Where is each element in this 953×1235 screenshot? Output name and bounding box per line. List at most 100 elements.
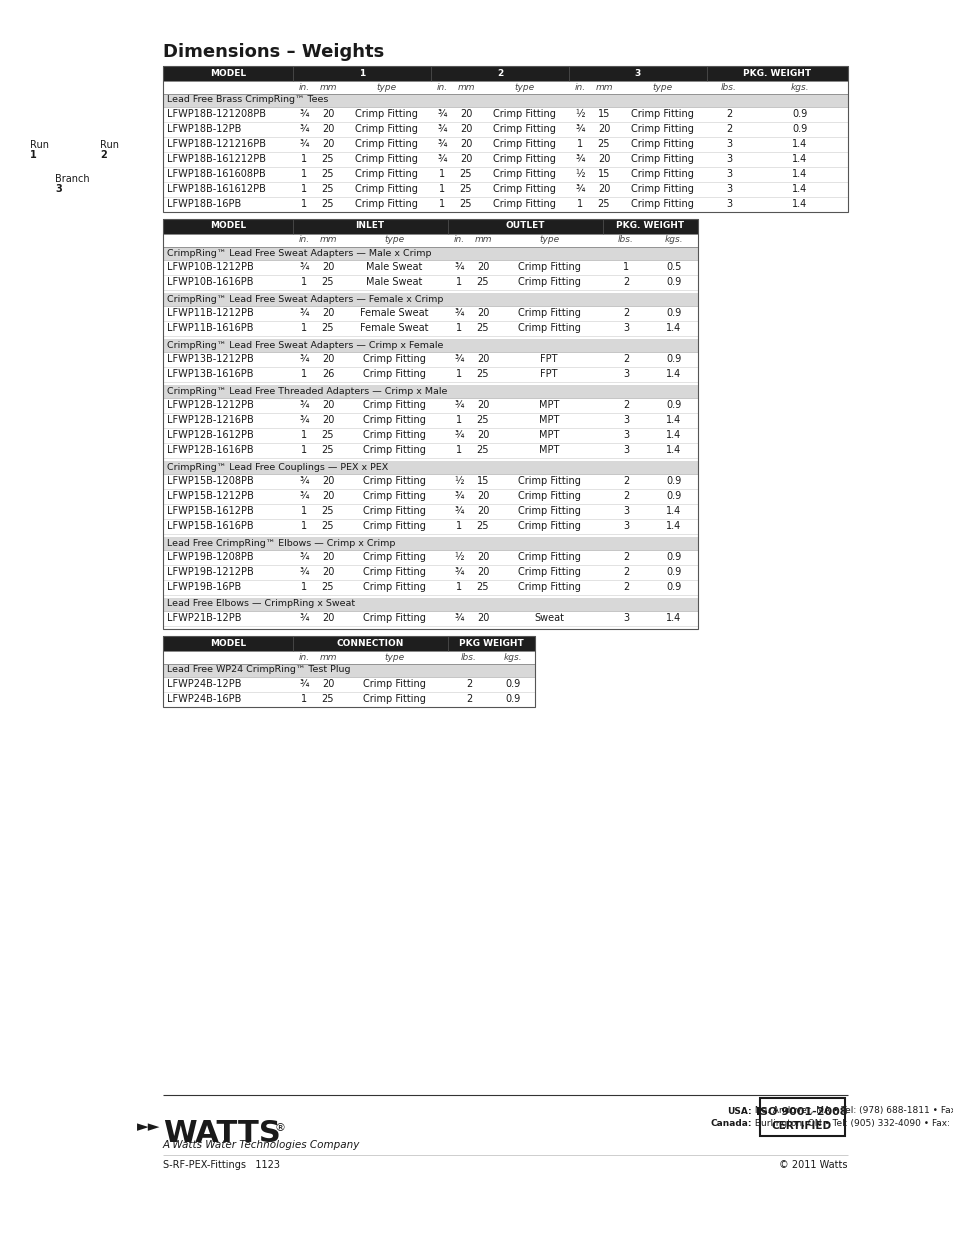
Text: ¾: ¾ bbox=[436, 154, 446, 164]
Text: LFWP12B-1612PB: LFWP12B-1612PB bbox=[167, 430, 253, 440]
Text: ¾: ¾ bbox=[299, 124, 309, 135]
Text: 1: 1 bbox=[456, 582, 461, 592]
Text: 3: 3 bbox=[55, 184, 62, 194]
Text: ½: ½ bbox=[454, 475, 463, 487]
Text: 20: 20 bbox=[476, 354, 489, 364]
Text: 0.9: 0.9 bbox=[666, 567, 680, 577]
Text: Branch: Branch bbox=[55, 174, 90, 184]
Text: 2: 2 bbox=[622, 492, 628, 501]
Text: CrimpRing™ Lead Free Couplings — PEX x PEX: CrimpRing™ Lead Free Couplings — PEX x P… bbox=[167, 462, 388, 472]
Text: CrimpRing™ Lead Free Threaded Adapters — Crimp x Male: CrimpRing™ Lead Free Threaded Adapters —… bbox=[167, 387, 447, 395]
Text: 1.4: 1.4 bbox=[666, 430, 680, 440]
Bar bbox=[163, 461, 698, 474]
Text: Crimp Fitting: Crimp Fitting bbox=[362, 567, 425, 577]
Text: 1: 1 bbox=[456, 369, 461, 379]
Text: LFWP15B-1612PB: LFWP15B-1612PB bbox=[167, 506, 253, 516]
Text: 1: 1 bbox=[300, 199, 307, 209]
Text: mm: mm bbox=[474, 236, 491, 245]
Text: 3: 3 bbox=[622, 613, 628, 622]
Text: 25: 25 bbox=[459, 199, 472, 209]
Text: ¾: ¾ bbox=[299, 354, 309, 364]
Text: ¾: ¾ bbox=[299, 679, 309, 689]
Text: Crimp Fitting: Crimp Fitting bbox=[492, 154, 555, 164]
Text: 20: 20 bbox=[321, 109, 334, 119]
Text: 2: 2 bbox=[622, 354, 628, 364]
Text: mm: mm bbox=[456, 83, 475, 91]
Text: 20: 20 bbox=[476, 567, 489, 577]
Text: LFWP12B-1216PB: LFWP12B-1216PB bbox=[167, 415, 253, 425]
Text: ½: ½ bbox=[454, 552, 463, 562]
Text: 1: 1 bbox=[300, 369, 307, 379]
Text: ½: ½ bbox=[575, 109, 584, 119]
Text: Crimp Fitting: Crimp Fitting bbox=[355, 140, 417, 149]
Text: Dimensions – Weights: Dimensions – Weights bbox=[163, 43, 384, 61]
Text: PKG. WEIGHT: PKG. WEIGHT bbox=[616, 221, 683, 231]
Text: ¾: ¾ bbox=[299, 415, 309, 425]
Text: 1: 1 bbox=[300, 324, 307, 333]
Bar bbox=[163, 167, 847, 182]
Bar bbox=[163, 664, 535, 677]
Text: LFWP18B-12PB: LFWP18B-12PB bbox=[167, 124, 241, 135]
Text: 1.4: 1.4 bbox=[666, 445, 680, 454]
Bar bbox=[163, 580, 698, 595]
Text: 0.9: 0.9 bbox=[666, 582, 680, 592]
Bar bbox=[163, 398, 698, 412]
Text: FPT: FPT bbox=[539, 369, 558, 379]
Text: LFWP18B-161612PB: LFWP18B-161612PB bbox=[167, 184, 266, 194]
Bar bbox=[163, 385, 698, 398]
Text: CERTIFIED: CERTIFIED bbox=[771, 1121, 831, 1131]
Bar bbox=[163, 65, 847, 82]
Text: 2: 2 bbox=[622, 567, 628, 577]
Text: 0.9: 0.9 bbox=[505, 694, 520, 704]
Text: Female Sweat: Female Sweat bbox=[359, 324, 428, 333]
Text: MPT: MPT bbox=[538, 400, 558, 410]
Text: 2: 2 bbox=[622, 552, 628, 562]
Text: ¾: ¾ bbox=[299, 140, 309, 149]
Text: 0.9: 0.9 bbox=[792, 109, 807, 119]
Text: USA:: USA: bbox=[726, 1107, 751, 1115]
Text: 20: 20 bbox=[476, 552, 489, 562]
Text: Crimp Fitting: Crimp Fitting bbox=[492, 109, 555, 119]
Text: Crimp Fitting: Crimp Fitting bbox=[362, 521, 425, 531]
Text: S-RF-PEX-Fittings   1123: S-RF-PEX-Fittings 1123 bbox=[163, 1160, 280, 1170]
Text: 1: 1 bbox=[456, 521, 461, 531]
Text: 0.9: 0.9 bbox=[666, 400, 680, 410]
Text: ¾: ¾ bbox=[454, 613, 463, 622]
Text: ¾: ¾ bbox=[454, 506, 463, 516]
Text: ¾: ¾ bbox=[436, 109, 446, 119]
Text: Lead Free Elbows — CrimpRing x Sweat: Lead Free Elbows — CrimpRing x Sweat bbox=[167, 599, 355, 609]
Text: in.: in. bbox=[436, 83, 447, 91]
Text: ¾: ¾ bbox=[454, 354, 463, 364]
Text: 1: 1 bbox=[438, 184, 445, 194]
Text: ¾: ¾ bbox=[299, 567, 309, 577]
Text: LFWP12B-1616PB: LFWP12B-1616PB bbox=[167, 445, 253, 454]
Text: 1.4: 1.4 bbox=[792, 154, 807, 164]
Text: 1: 1 bbox=[300, 277, 307, 287]
Bar bbox=[163, 443, 698, 458]
Text: 2: 2 bbox=[622, 400, 628, 410]
Text: Crimp Fitting: Crimp Fitting bbox=[492, 124, 555, 135]
Bar bbox=[163, 137, 847, 152]
Text: Crimp Fitting: Crimp Fitting bbox=[362, 552, 425, 562]
Text: 25: 25 bbox=[321, 199, 334, 209]
Text: Crimp Fitting: Crimp Fitting bbox=[362, 430, 425, 440]
Text: LFWP13B-1212PB: LFWP13B-1212PB bbox=[167, 354, 253, 364]
Bar bbox=[163, 489, 698, 504]
Text: 1: 1 bbox=[358, 68, 365, 78]
Bar bbox=[163, 550, 698, 564]
Text: A Watts Water Technologies Company: A Watts Water Technologies Company bbox=[163, 1140, 360, 1150]
Text: Crimp Fitting: Crimp Fitting bbox=[517, 506, 579, 516]
Text: LFWP18B-161608PB: LFWP18B-161608PB bbox=[167, 169, 266, 179]
Text: 1: 1 bbox=[300, 184, 307, 194]
Text: ¾: ¾ bbox=[299, 475, 309, 487]
Text: 25: 25 bbox=[321, 154, 334, 164]
Text: 3: 3 bbox=[725, 140, 731, 149]
Text: 20: 20 bbox=[598, 124, 610, 135]
Text: 2: 2 bbox=[465, 679, 472, 689]
Text: Crimp Fitting: Crimp Fitting bbox=[492, 199, 555, 209]
Text: Lead Free CrimpRing™ Elbows — Crimp x Crimp: Lead Free CrimpRing™ Elbows — Crimp x Cr… bbox=[167, 538, 395, 547]
Text: 1: 1 bbox=[30, 149, 37, 159]
Text: 25: 25 bbox=[321, 277, 334, 287]
Text: Crimp Fitting: Crimp Fitting bbox=[630, 184, 693, 194]
Text: 25: 25 bbox=[321, 430, 334, 440]
